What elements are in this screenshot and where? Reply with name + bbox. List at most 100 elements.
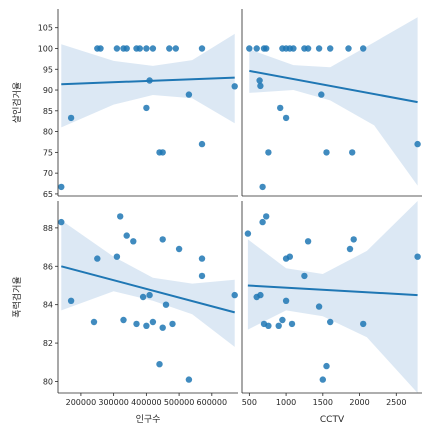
data-point (282, 114, 290, 122)
data-point (288, 320, 296, 328)
data-point (90, 318, 98, 326)
data-point (301, 272, 308, 280)
data-point (97, 45, 104, 52)
panels: 65 70 75 80 85 90 95 100 105 살인검거율 80 82 84 86 88 20000… (11, 9, 422, 425)
panel-row2-col1: 80 82 84 86 88 200000 300000 400000 500000 600000… (11, 201, 238, 425)
data-point (345, 45, 352, 52)
data-point (149, 45, 157, 52)
data-point (166, 45, 173, 52)
data-point (286, 253, 293, 260)
data-point (304, 238, 312, 245)
y-tick-label: 105 (38, 24, 53, 33)
data-point (257, 82, 264, 90)
y-tick-label: 65 (43, 190, 53, 199)
data-point (360, 320, 367, 328)
data-point (257, 291, 264, 299)
data-point (58, 218, 65, 226)
y-axis-label: 폭력검거율 (11, 276, 23, 317)
data-point (159, 324, 166, 331)
data-point (185, 376, 193, 383)
x-tick-label: 2000 (349, 398, 369, 407)
data-point (143, 104, 150, 112)
y-tick-label: 90 (43, 86, 53, 95)
data-point (159, 149, 166, 156)
x-tick-label: 500 (242, 398, 257, 407)
regression-line (61, 265, 235, 314)
y-tick-label: 70 (43, 169, 53, 178)
data-point (259, 183, 266, 191)
y-axis-label: 살인검거율 (11, 82, 23, 123)
y-tick-label: 88 (43, 224, 53, 233)
x-tick-label: 400000 (131, 398, 162, 407)
data-point (130, 238, 137, 245)
data-point (136, 45, 143, 52)
data-point (323, 362, 330, 370)
x-tick-label: 2500 (386, 398, 406, 407)
data-point (349, 149, 356, 156)
panel-row1-col1: 65 70 75 80 85 90 95 100 105 살인검거율 (11, 9, 238, 199)
data-point (159, 236, 166, 243)
data-point (246, 45, 253, 52)
data-point (117, 213, 124, 220)
data-point (275, 322, 282, 329)
x-axis-label: 인구수 (136, 414, 161, 425)
y-tick-label: 95 (43, 65, 53, 74)
data-point (120, 316, 127, 324)
x-tick-label: 600000 (197, 398, 228, 407)
data-point (162, 301, 170, 308)
regression-line (249, 69, 418, 104)
plot-area (246, 17, 421, 191)
plot-area (244, 201, 421, 393)
data-point (133, 320, 140, 328)
y-tick-label: 84 (43, 301, 53, 310)
regression-line (247, 284, 418, 297)
data-point (143, 322, 150, 329)
data-point (327, 318, 334, 326)
data-point (198, 45, 206, 52)
confidence-band (249, 17, 418, 186)
y-tick-label: 86 (43, 262, 53, 271)
data-point (185, 91, 193, 98)
data-point (279, 316, 286, 324)
data-point (139, 293, 147, 301)
data-point (146, 291, 153, 299)
data-point (350, 236, 357, 243)
data-point (113, 253, 121, 260)
x-tick-label: 200000 (66, 398, 97, 407)
data-point (149, 318, 157, 326)
data-point (169, 320, 176, 328)
x-tick-label: 1500 (313, 398, 333, 407)
y-tick-label: 80 (43, 377, 53, 386)
data-point (143, 45, 150, 52)
data-point (58, 183, 65, 191)
data-point (198, 272, 206, 280)
data-point (265, 149, 272, 156)
panel-row2-col2: 500 1000 1500 2000 2500 CCTV (241, 201, 422, 425)
data-point (123, 45, 130, 52)
data-point (94, 255, 101, 262)
y-tick-label: 85 (43, 107, 53, 116)
data-point (327, 45, 334, 52)
x-axis-label: CCTV (320, 415, 345, 425)
y-tick-label: 75 (43, 148, 53, 157)
confidence-band (247, 201, 418, 393)
data-point (319, 376, 326, 383)
data-point (198, 140, 206, 148)
data-point (315, 45, 323, 52)
data-point (175, 245, 183, 253)
data-point (113, 45, 121, 52)
data-point (67, 114, 75, 122)
data-point (318, 91, 325, 98)
x-tick-label: 1000 (276, 398, 296, 407)
data-point (304, 45, 312, 52)
data-point (265, 322, 272, 329)
data-point (414, 253, 421, 260)
plot-area (58, 33, 238, 191)
regression-line (61, 76, 235, 86)
x-tick-label: 500000 (164, 398, 195, 407)
data-point (346, 245, 354, 253)
data-point (315, 303, 323, 310)
data-point (290, 45, 297, 52)
data-point (253, 45, 260, 52)
data-point (277, 104, 284, 112)
